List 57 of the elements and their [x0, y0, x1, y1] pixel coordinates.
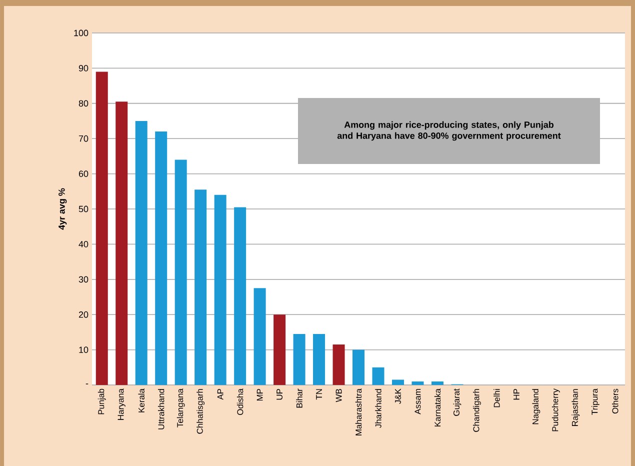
y-tick-label: 100: [74, 30, 88, 36]
bar: [234, 207, 246, 385]
y-tick-label: 20: [78, 311, 88, 318]
bar: [352, 350, 365, 385]
x-tick-label: Gujarat: [453, 388, 462, 416]
bar: [174, 160, 187, 385]
y-tick-label: 30: [78, 276, 88, 283]
x-tick-label: HP: [514, 388, 520, 400]
bar: [431, 381, 444, 385]
bar: [135, 120, 148, 385]
y-tick-label: 10: [79, 346, 88, 353]
x-tick-label: Maharashtra: [355, 388, 362, 436]
bar: [412, 381, 424, 385]
bar: [214, 194, 226, 385]
x-tick-label: AP: [217, 388, 224, 400]
x-tick-label: Rajasthan: [572, 389, 580, 426]
x-tick-label: Odisha: [236, 388, 244, 415]
y-axis-title: 4yr avg %: [58, 188, 67, 230]
x-tick-label: Others: [612, 388, 618, 414]
x-tick-label: Chandigarh: [473, 389, 481, 432]
annotation: Among major rice-producing states, only Punjab and Haryana have 80-90% government procurement: [337, 121, 561, 141]
y-tick-label: 90: [78, 65, 88, 72]
x-tick-label: Kerala: [138, 388, 144, 412]
x-tick-label: Delhi: [494, 389, 500, 408]
bar: [372, 367, 384, 385]
x-tick-label: Puducherry: [552, 388, 560, 432]
x-tick-label: WB: [336, 388, 342, 402]
x-tick-label: J&K: [395, 388, 401, 404]
x-tick-label: Karnataka: [434, 388, 441, 426]
bar: [392, 380, 404, 385]
bar: [116, 102, 128, 385]
x-tick-label: Nagaland: [532, 389, 540, 424]
x-tick-label: Assam: [414, 389, 421, 414]
y-tick-label: 40: [78, 241, 88, 248]
y-tick-label: 60: [78, 170, 88, 177]
x-tick-label: Bihar: [296, 388, 302, 408]
bar: [332, 344, 345, 385]
y-tick-label: 70: [78, 135, 88, 142]
x-tick-label: Tripura: [591, 388, 600, 415]
bar: [274, 314, 286, 385]
x-tick-label: Uttrakhand: [158, 389, 164, 430]
x-tick-label: Jharkhand: [375, 389, 382, 428]
bar: [293, 334, 306, 385]
x-tick-label: MP: [256, 388, 263, 401]
x-tick-label: TN: [316, 389, 322, 400]
x-tick-label: Telangana: [176, 388, 185, 428]
x-tick-label: UP: [276, 388, 282, 400]
x-tick-label: Haryana: [118, 388, 126, 420]
bar: [313, 334, 326, 385]
y-tick-label: 50: [78, 206, 88, 212]
bar: [194, 190, 207, 385]
x-tick-label: Punjab: [98, 388, 106, 414]
bar: [96, 72, 108, 385]
x-tick-label: Chhatisgarh: [196, 389, 205, 434]
bar: [155, 132, 168, 385]
y-tick-label: 80: [78, 100, 88, 107]
bar: [254, 288, 266, 385]
